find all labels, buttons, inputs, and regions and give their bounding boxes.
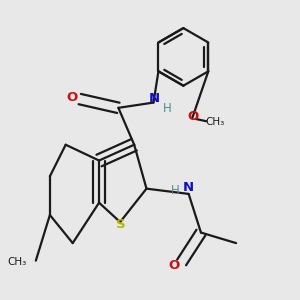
Text: H: H bbox=[163, 102, 172, 116]
Text: O: O bbox=[66, 91, 78, 104]
Text: CH₃: CH₃ bbox=[8, 257, 27, 267]
Text: O: O bbox=[187, 110, 199, 124]
Text: H: H bbox=[171, 184, 180, 197]
Text: CH₃: CH₃ bbox=[206, 117, 225, 127]
Text: O: O bbox=[168, 259, 179, 272]
Text: N: N bbox=[149, 92, 160, 105]
Text: N: N bbox=[183, 181, 194, 194]
Text: S: S bbox=[116, 218, 126, 231]
